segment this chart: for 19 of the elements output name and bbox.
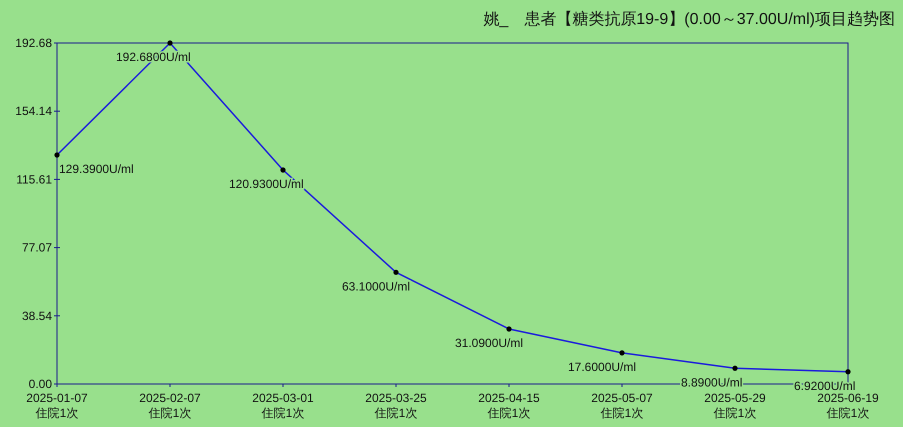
y-tick-label: 192.68	[15, 36, 52, 50]
y-tick-label: 38.54	[22, 308, 52, 323]
x-tick-label: 2025-03-25 住院1次	[365, 391, 428, 420]
y-tick-label: 115.61	[16, 172, 52, 186]
y-tick-label: 0.00	[28, 377, 52, 391]
data-label: 63.1000U/ml	[342, 279, 410, 294]
data-label: 129.3900U/ml	[59, 162, 134, 176]
y-tick-label: 77.07	[22, 240, 52, 255]
data-label: 31.0900U/ml	[455, 336, 524, 350]
chart-title: 姚_ 患者【糖类抗原19-9】(0.00～37.00U/ml)项目趋势图	[483, 10, 895, 28]
x-tick-label: 2025-04-15 住院1次	[478, 391, 540, 420]
x-tick-label: 2025-02-07 住院1次	[139, 391, 202, 420]
y-tick-label: 154.14	[15, 104, 52, 118]
x-tick-label: 2025-03-01 住院1次	[252, 391, 314, 420]
data-label: 17.6000U/ml	[568, 360, 636, 374]
x-tick-label: 2025-05-07 住院1次	[591, 391, 654, 420]
x-tick-label: 2025-05-29 住院1次	[704, 391, 766, 420]
x-tick-label: 2025-01-07 住院1次	[26, 391, 88, 420]
x-tick-label: 2025-06-19 住院1次	[817, 391, 880, 420]
